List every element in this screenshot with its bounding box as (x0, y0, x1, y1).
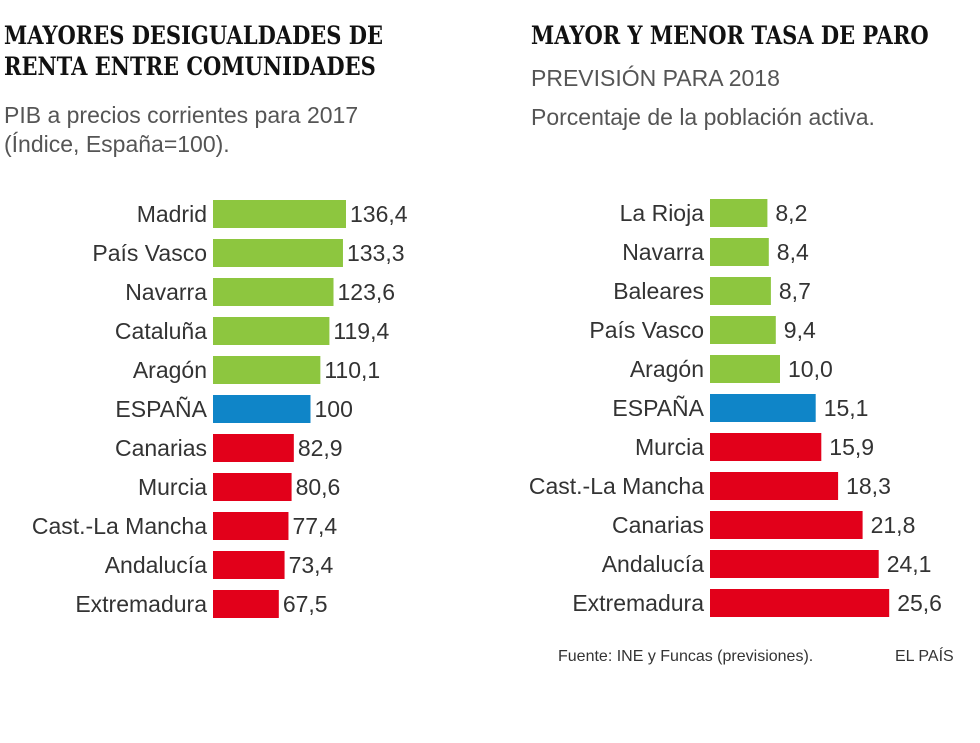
gdp-bar (213, 200, 346, 228)
unemployment-value-label: 8,7 (779, 278, 811, 304)
gdp-bar (213, 512, 289, 540)
unemployment-bar (710, 550, 879, 578)
unemployment-value-label: 24,1 (887, 551, 932, 577)
gdp-category-label: Navarra (125, 279, 207, 305)
unemployment-value-label: 10,0 (788, 356, 833, 382)
gdp-value-label: 119,4 (333, 318, 389, 344)
unemployment-bar (710, 277, 771, 305)
unemployment-category-label: Aragón (630, 356, 704, 382)
gdp-bar (213, 239, 343, 267)
unemployment-chart-subtitle-line-1: PREVISIÓN PARA 2018 (531, 65, 780, 91)
gdp-chart-title-line-2: RENTA ENTRE COMUNIDADES (4, 52, 376, 81)
gdp-category-label: Cast.-La Mancha (32, 513, 207, 539)
unemployment-category-label: Navarra (622, 239, 704, 265)
unemployment-chart-title: MAYOR Y MENOR TASA DE PARO (531, 21, 929, 50)
unemployment-category-label: Baleares (613, 278, 704, 304)
unemployment-bar (710, 199, 768, 227)
unemployment-bar (710, 589, 890, 617)
unemployment-bar-chart: La Rioja 8,2 Navarra 8,4 Baleares 8,7 País Vas… (529, 199, 942, 617)
gdp-value-label: 80,6 (296, 474, 341, 500)
unemployment-category-label: Andalucía (602, 551, 705, 577)
gdp-bar (213, 278, 334, 306)
unemployment-bar (710, 394, 816, 422)
gdp-bar (213, 551, 285, 579)
unemployment-category-label: ESPAÑA (612, 395, 704, 421)
gdp-value-label: 67,5 (283, 591, 328, 617)
source-note: Fuente: INE y Funcas (previsiones). (558, 648, 814, 665)
publisher-credit: EL PAÍS (895, 648, 954, 665)
unemployment-value-label: 21,8 (871, 512, 916, 538)
unemployment-value-label: 18,3 (846, 473, 891, 499)
gdp-category-label: Andalucía (105, 552, 208, 578)
gdp-category-label: País Vasco (92, 240, 207, 266)
gdp-category-label: Madrid (137, 201, 207, 227)
unemployment-bar (710, 433, 822, 461)
gdp-value-label: 73,4 (289, 552, 334, 578)
gdp-value-label: 110,1 (324, 357, 380, 383)
unemployment-bar (710, 511, 863, 539)
gdp-chart-title-line-1: MAYORES DESIGUALDADES DE (4, 21, 383, 50)
unemployment-bar (710, 355, 780, 383)
gdp-category-label: Canarias (115, 435, 207, 461)
gdp-category-label: ESPAÑA (115, 396, 207, 422)
unemployment-category-label: Canarias (612, 512, 704, 538)
unemployment-chart-panel: MAYOR Y MENOR TASA DE PARO PREVISIÓN PAR… (525, 0, 980, 743)
gdp-chart-subtitle-line-2: (Índice, España=100). (4, 131, 230, 157)
gdp-bar-chart: Madrid 136,4 País Vasco 133,3 Navarra 123,6 Ca… (32, 200, 408, 618)
unemployment-value-label: 25,6 (897, 590, 942, 616)
gdp-bar (213, 317, 330, 345)
unemployment-category-label: Cast.-La Mancha (529, 473, 704, 499)
gdp-value-label: 82,9 (298, 435, 343, 461)
gdp-bar (213, 473, 292, 501)
gdp-category-label: Extremadura (75, 591, 207, 617)
gdp-category-label: Cataluña (115, 318, 207, 344)
unemployment-value-label: 8,2 (775, 200, 807, 226)
gdp-bar (213, 590, 279, 618)
unemployment-bar (710, 472, 839, 500)
gdp-category-label: Aragón (133, 357, 207, 383)
gdp-bar (213, 356, 321, 384)
unemployment-category-label: Murcia (635, 434, 704, 460)
unemployment-bar (710, 238, 769, 266)
unemployment-category-label: La Rioja (620, 200, 705, 226)
gdp-value-label: 123,6 (338, 279, 396, 305)
gdp-value-label: 100 (315, 396, 353, 422)
unemployment-value-label: 15,9 (829, 434, 874, 460)
gdp-value-label: 133,3 (347, 240, 405, 266)
gdp-value-label: 77,4 (292, 513, 337, 539)
gdp-value-label: 136,4 (350, 201, 408, 227)
unemployment-category-label: Extremadura (572, 590, 704, 616)
gdp-bar (213, 395, 311, 423)
gdp-chart-panel: MAYORES DESIGUALDADES DE RENTA ENTRE COM… (0, 0, 480, 743)
gdp-bar (213, 434, 294, 462)
gdp-category-label: Murcia (138, 474, 207, 500)
unemployment-value-label: 9,4 (784, 317, 816, 343)
unemployment-category-label: País Vasco (589, 317, 704, 343)
unemployment-value-label: 15,1 (824, 395, 869, 421)
unemployment-value-label: 8,4 (777, 239, 809, 265)
unemployment-bar (710, 316, 776, 344)
unemployment-chart-subtitle-line-2: Porcentaje de la población activa. (531, 104, 875, 130)
gdp-chart-subtitle-line-1: PIB a precios corrientes para 2017 (4, 102, 359, 128)
